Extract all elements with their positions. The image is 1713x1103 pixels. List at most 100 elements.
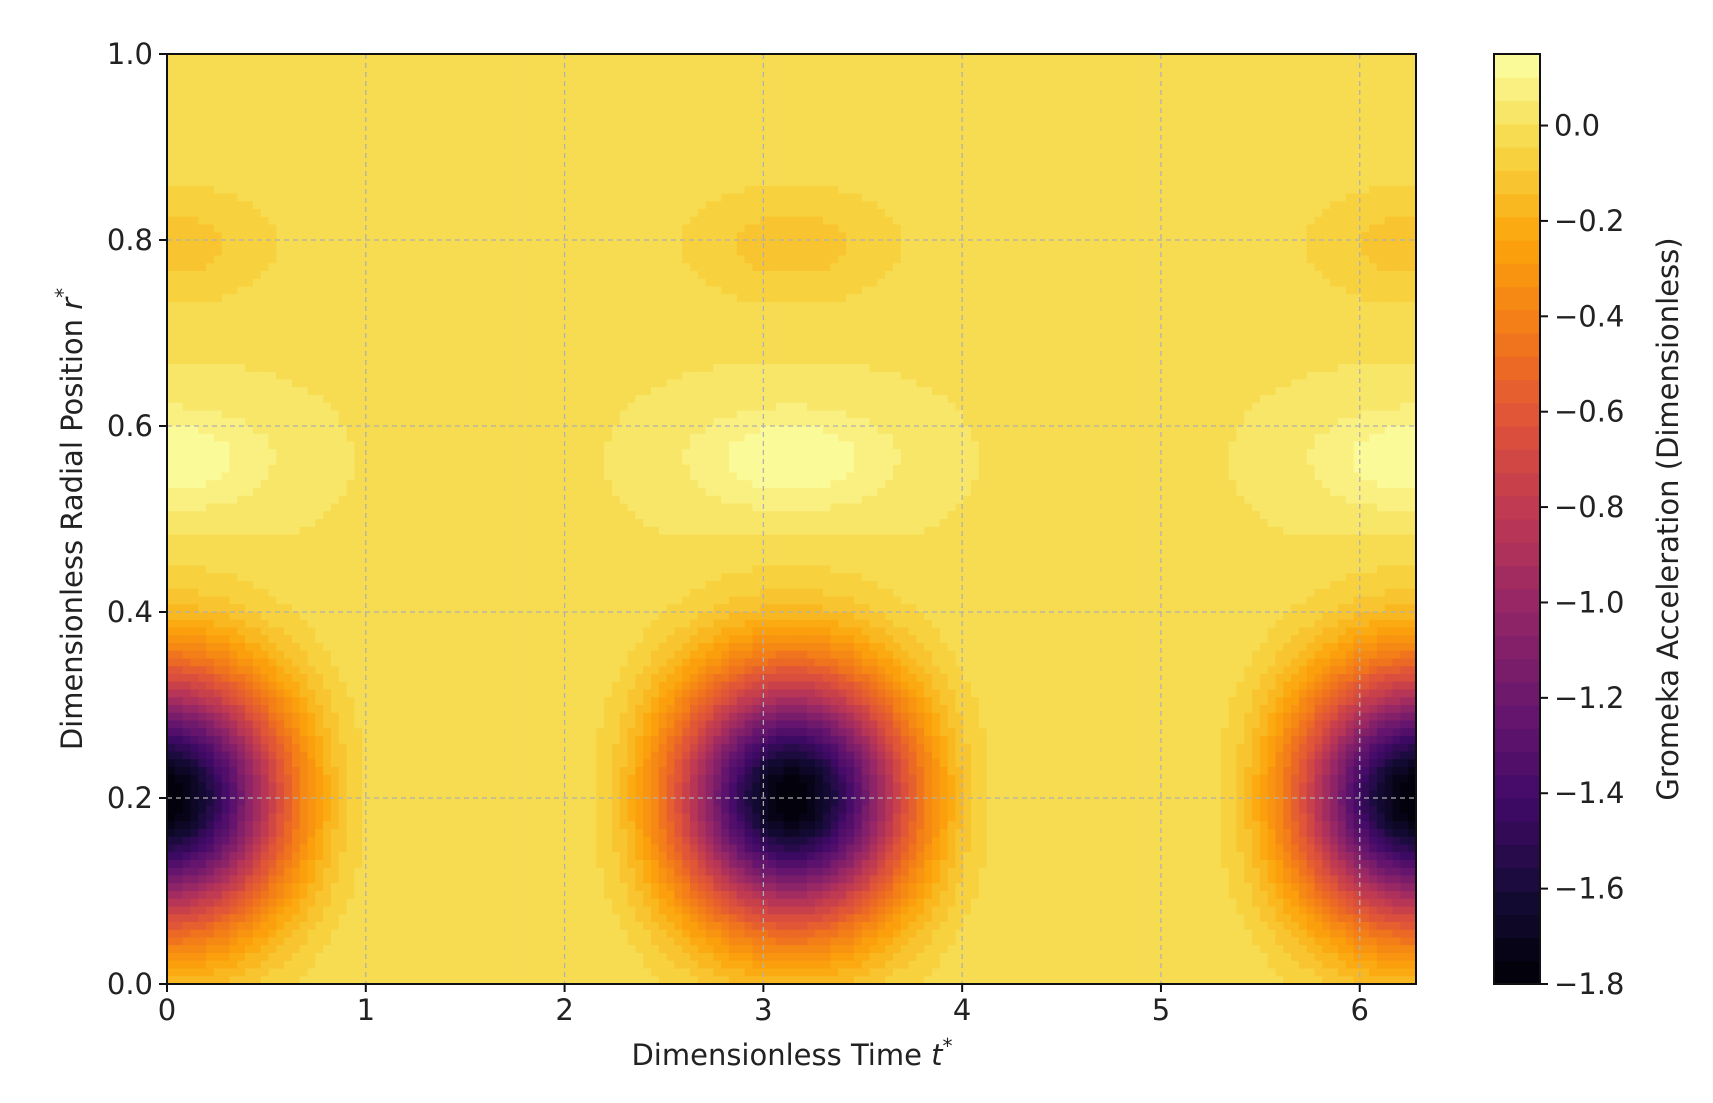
- heatmap-cell: [666, 271, 676, 280]
- heatmap-cell: [1033, 201, 1042, 210]
- heatmap-cell: [237, 185, 246, 195]
- heatmap-cell: [377, 178, 387, 187]
- heatmap-cell: [729, 224, 738, 233]
- heatmap-cell: [853, 216, 863, 226]
- heatmap-cell: [760, 247, 769, 257]
- heatmap-cell: [729, 271, 738, 280]
- heatmap-cell: [885, 255, 894, 264]
- heatmap-cell: [1298, 247, 1308, 257]
- heatmap-cell: [1322, 69, 1331, 78]
- heatmap-cell: [174, 147, 184, 156]
- heatmap-cell: [526, 77, 535, 86]
- heatmap-cell: [822, 85, 832, 94]
- heatmap-cell: [1197, 131, 1206, 140]
- heatmap-cell: [1330, 263, 1339, 272]
- heatmap-cell: [744, 193, 754, 202]
- heatmap-cell: [838, 255, 847, 264]
- heatmap-cell: [596, 69, 605, 78]
- heatmap-cell: [1095, 154, 1105, 164]
- heatmap-cell: [284, 271, 293, 280]
- heatmap-cell: [276, 255, 285, 264]
- heatmap-cell: [455, 185, 465, 195]
- heatmap-cell: [760, 61, 769, 71]
- heatmap-cell: [596, 224, 605, 233]
- heatmap-cell: [526, 123, 535, 133]
- heatmap-cell: [1330, 61, 1339, 71]
- heatmap-cell: [1072, 100, 1081, 109]
- heatmap-cell: [1189, 147, 1199, 156]
- heatmap-cell: [713, 77, 722, 86]
- heatmap-cell: [284, 85, 293, 94]
- heatmap-cell: [736, 271, 746, 280]
- heatmap-cell: [1337, 61, 1347, 71]
- heatmap-cell: [1111, 77, 1120, 86]
- heatmap-cell: [892, 162, 902, 171]
- heatmap-cell: [526, 54, 535, 63]
- heatmap-cell: [791, 232, 800, 241]
- heatmap-cell: [705, 232, 715, 241]
- heatmap-cell: [408, 61, 418, 71]
- heatmap-cell: [908, 240, 917, 249]
- heatmap-cell: [385, 77, 394, 86]
- heatmap-cell: [377, 263, 387, 272]
- heatmap-cell: [1174, 162, 1183, 171]
- heatmap-cell: [1252, 77, 1261, 86]
- heatmap-cell: [408, 116, 418, 125]
- heatmap-cell: [736, 131, 746, 140]
- heatmap-cell: [1392, 263, 1401, 272]
- heatmap-cell: [1088, 286, 1097, 295]
- heatmap-cell: [1322, 247, 1331, 257]
- heatmap-cell: [1283, 240, 1292, 249]
- heatmap-cell: [588, 255, 597, 264]
- heatmap-cell: [768, 162, 777, 171]
- heatmap-cell: [1213, 123, 1222, 133]
- heatmap-cell: [1283, 232, 1292, 241]
- heatmap-cell: [1291, 193, 1300, 202]
- heatmap-cell: [971, 61, 980, 71]
- heatmap-cell: [729, 216, 738, 226]
- heatmap-cell: [526, 69, 535, 78]
- heatmap-cell: [408, 232, 418, 241]
- heatmap-cell: [1134, 170, 1144, 179]
- heatmap-cell: [1314, 108, 1323, 117]
- heatmap-cell: [213, 116, 223, 125]
- heatmap-cell: [416, 278, 426, 288]
- heatmap-cell: [1025, 123, 1035, 133]
- heatmap-cell: [268, 162, 277, 171]
- heatmap-cell: [791, 54, 800, 63]
- heatmap-cell: [947, 147, 957, 156]
- heatmap-cell: [1244, 139, 1253, 148]
- heatmap-cell: [775, 162, 785, 171]
- heatmap-cell: [1252, 100, 1261, 109]
- heatmap-cell: [869, 247, 878, 257]
- heatmap-cell: [721, 170, 730, 179]
- heatmap-cell: [190, 69, 199, 78]
- heatmap-cell: [299, 131, 309, 140]
- heatmap-cell: [674, 116, 683, 125]
- heatmap-cell: [1150, 271, 1159, 280]
- heatmap-cell: [237, 240, 246, 249]
- heatmap-cell: [885, 201, 894, 210]
- heatmap-cell: [846, 61, 855, 71]
- heatmap-cell: [198, 224, 207, 233]
- heatmap-cell: [284, 162, 293, 171]
- heatmap-cell: [1236, 139, 1245, 148]
- heatmap-cell: [1267, 224, 1277, 233]
- heatmap-cell: [986, 170, 996, 179]
- heatmap-cell: [838, 77, 847, 86]
- heatmap-cell: [892, 178, 902, 187]
- heatmap-cell: [487, 201, 496, 210]
- heatmap-cell: [1220, 123, 1230, 133]
- heatmap-cell: [221, 232, 231, 241]
- heatmap-cell: [705, 108, 715, 117]
- heatmap-cell: [807, 54, 816, 63]
- heatmap-cell: [1244, 178, 1253, 187]
- heatmap-cell: [463, 278, 473, 288]
- heatmap-cell: [1080, 108, 1089, 117]
- heatmap-cell: [330, 139, 340, 148]
- heatmap-cell: [1408, 247, 1416, 257]
- heatmap-cell: [1088, 162, 1097, 171]
- heatmap-cell: [650, 61, 660, 71]
- heatmap-cell: [385, 154, 394, 164]
- heatmap-cell: [822, 193, 832, 202]
